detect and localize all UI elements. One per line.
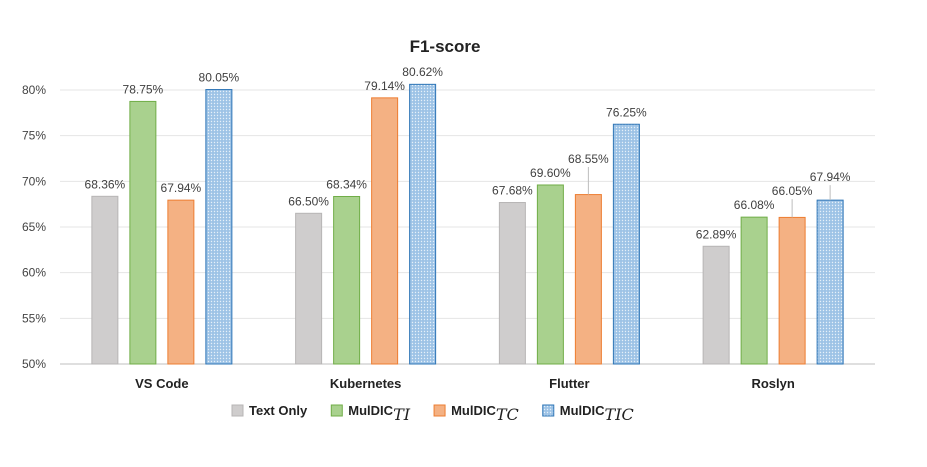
data-label: 69.60% [530, 166, 571, 180]
x-tick-label: Roslyn [751, 376, 794, 391]
bar [816, 199, 844, 365]
data-label: 78.75% [123, 82, 164, 96]
bar [498, 202, 526, 365]
x-tick-label: VS Code [135, 376, 188, 391]
x-axis-ticks: VS Code Kubernetes Flutter Roslyn [135, 376, 795, 391]
data-label: 67.94% [161, 181, 202, 195]
legend-swatch [433, 404, 446, 417]
legend-label: MulDICTI [348, 403, 410, 424]
data-label: 62.89% [696, 227, 737, 241]
data-label: 80.62% [402, 65, 443, 79]
legend-label: MulDICTIC [560, 403, 634, 424]
bar [371, 97, 399, 365]
bar [574, 194, 602, 365]
data-label: 67.94% [810, 170, 851, 184]
chart-title: F1-score [410, 37, 481, 56]
y-tick-label: 60% [22, 266, 46, 280]
data-label: 66.50% [288, 194, 329, 208]
data-labels: 68.36% 78.75% 67.94% 80.05% 66.50% 68.34% 79.1… [85, 65, 851, 241]
bar [129, 100, 157, 365]
data-label: 68.36% [85, 177, 126, 191]
x-tick-label: Flutter [549, 376, 589, 391]
data-label: 66.05% [772, 184, 813, 198]
bar [702, 245, 730, 365]
y-tick-label: 75% [22, 129, 46, 143]
legend-swatch [231, 404, 244, 417]
bar [205, 89, 233, 365]
y-tick-label: 50% [22, 357, 46, 371]
bar [536, 184, 564, 365]
bar [167, 199, 195, 365]
y-tick-label: 55% [22, 311, 46, 325]
data-label: 68.55% [568, 152, 609, 166]
bar [778, 216, 806, 365]
bar [740, 216, 768, 365]
data-label: 79.14% [364, 79, 405, 93]
legend-swatch [330, 404, 343, 417]
data-label: 67.68% [492, 184, 533, 198]
bar [409, 83, 437, 365]
legend-label: Text Only [249, 403, 308, 418]
data-label: 68.34% [326, 177, 367, 191]
bar [295, 212, 323, 365]
y-tick-label: 70% [22, 174, 46, 188]
y-tick-label: 65% [22, 220, 46, 234]
x-tick-label: Kubernetes [330, 376, 402, 391]
label-connectors [587, 166, 831, 218]
gridlines [60, 89, 875, 365]
legend-swatch [542, 404, 555, 417]
bar [612, 123, 640, 365]
bar [333, 195, 361, 365]
y-tick-label: 80% [22, 83, 46, 97]
data-label: 80.05% [199, 71, 240, 85]
y-axis-ticks: 50% 55% 60% 65% 70% 75% 80% [22, 83, 46, 371]
bar [91, 195, 119, 365]
legend: Text Only MulDICTI MulDICTC MulDICTIC [231, 403, 634, 424]
data-label: 76.25% [606, 105, 647, 119]
data-label: 66.08% [734, 198, 775, 212]
legend-label: MulDICTC [451, 403, 519, 424]
bars [91, 83, 844, 365]
